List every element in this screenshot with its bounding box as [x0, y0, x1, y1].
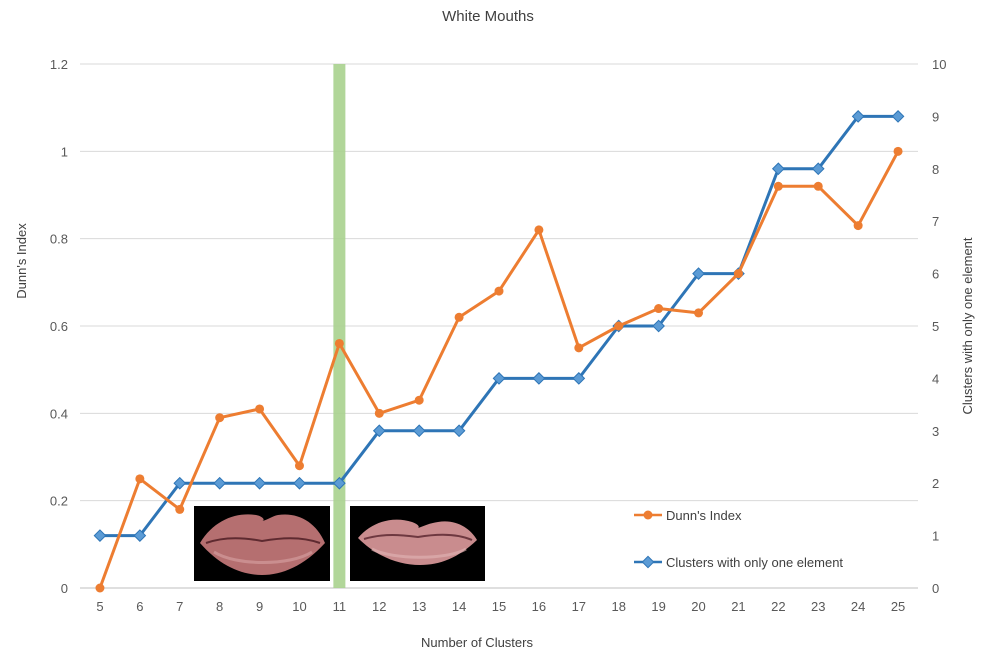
right-axis-ticks: 0 1 2 3 4 5 6 7 8 9 10	[932, 57, 946, 596]
data-point-clusters	[652, 319, 665, 333]
data-point-clusters	[173, 476, 187, 490]
y-right-tick-label: 8	[932, 162, 939, 177]
data-point-clusters	[692, 267, 705, 280]
data-point-clusters	[333, 476, 346, 490]
x-tick-label: 13	[412, 599, 426, 614]
data-point-dunn	[733, 269, 743, 279]
x-tick-label: 9	[256, 599, 263, 614]
data-point-clusters	[372, 424, 386, 438]
data-point-dunn	[773, 181, 783, 191]
highlight-band	[333, 64, 346, 588]
data-point-dunn	[414, 395, 424, 405]
data-point-clusters	[452, 424, 466, 438]
data-point-dunn	[893, 146, 903, 156]
y-right-tick-label: 9	[932, 109, 939, 124]
y-tick-label: 0.4	[50, 406, 68, 421]
highlight-bar	[333, 64, 346, 588]
data-point-dunn	[215, 413, 225, 423]
data-point-dunn	[175, 504, 185, 514]
data-point-dunn	[454, 312, 464, 322]
y-right-tick-label: 1	[932, 529, 939, 544]
data-point-clusters	[771, 162, 785, 176]
data-point-clusters	[293, 476, 306, 490]
y-right-tick-label: 4	[932, 371, 939, 386]
mouth-sample-left	[194, 506, 330, 581]
data-point-clusters	[93, 529, 107, 542]
y-tick-label: 1	[61, 144, 68, 159]
data-point-dunn	[813, 181, 823, 191]
x-tick-label: 23	[811, 599, 825, 614]
data-point-dunn	[694, 308, 704, 318]
data-point-clusters	[811, 162, 825, 176]
y-right-tick-label: 7	[932, 214, 939, 229]
x-tick-label: 11	[333, 599, 347, 614]
x-tick-label: 12	[372, 599, 386, 614]
legend-marker-clusters	[641, 555, 655, 569]
data-point-dunn	[294, 461, 304, 471]
y-right-tick-label: 0	[932, 581, 939, 596]
legend-marker-dunn	[643, 510, 653, 520]
left-axis-ticks: 0 0.2 0.4 0.6 0.8 1 1.2	[50, 57, 68, 596]
x-tick-label: 10	[292, 599, 306, 614]
data-point-dunn	[334, 338, 344, 348]
data-point-clusters	[253, 476, 266, 490]
series-layer	[93, 110, 905, 593]
y-right-tick-label: 5	[932, 319, 939, 334]
data-point-dunn	[534, 225, 544, 235]
y-tick-label: 0.2	[50, 494, 68, 509]
data-point-clusters	[572, 372, 586, 385]
legend: Dunn's Index Clusters with only one elem…	[634, 508, 843, 570]
data-point-clusters	[133, 529, 147, 542]
legend-label-clusters: Clusters with only one element	[666, 555, 843, 570]
x-tick-label: 16	[532, 599, 546, 614]
y-right-tick-label: 3	[932, 424, 939, 439]
x-tick-label: 14	[452, 599, 466, 614]
x-tick-label: 8	[216, 599, 223, 614]
x-tick-label: 6	[136, 599, 143, 614]
x-tick-label: 15	[492, 599, 506, 614]
x-tick-label: 17	[572, 599, 586, 614]
y-axis-label: Dunn's Index	[14, 223, 29, 299]
x-tick-label: 21	[731, 599, 745, 614]
y-right-tick-label: 6	[932, 267, 939, 282]
x-tick-label: 19	[651, 599, 665, 614]
x-axis-ticks: 5 6 7 8 9 10 11 12 13 14 15 16 17 18 19 20 21 22 23 24 25	[96, 599, 905, 614]
data-point-clusters	[412, 424, 426, 438]
data-point-dunn	[614, 321, 624, 331]
mouth-sample-right	[350, 506, 485, 581]
y-tick-label: 0.8	[50, 232, 68, 247]
data-point-dunn	[95, 583, 105, 593]
data-point-dunn	[494, 286, 504, 296]
x-tick-label: 5	[96, 599, 103, 614]
data-point-dunn	[853, 221, 863, 231]
x-tick-label: 25	[891, 599, 905, 614]
x-tick-label: 20	[691, 599, 705, 614]
data-point-clusters	[213, 476, 227, 490]
legend-label-dunn: Dunn's Index	[666, 508, 742, 523]
data-point-clusters	[891, 110, 905, 123]
y-tick-label: 0	[61, 581, 68, 596]
data-point-clusters	[851, 110, 865, 123]
data-point-clusters	[492, 372, 506, 385]
y-right-tick-label: 10	[932, 57, 946, 72]
x-axis-label: Number of Clusters	[421, 635, 533, 650]
data-point-dunn	[654, 304, 664, 314]
y-tick-label: 0.6	[50, 319, 68, 334]
data-point-clusters	[532, 372, 546, 385]
y-right-tick-label: 2	[932, 476, 939, 491]
data-point-dunn	[574, 343, 584, 353]
data-point-dunn	[374, 408, 384, 418]
x-tick-label: 18	[611, 599, 625, 614]
chart-title: White Mouths	[442, 8, 534, 25]
y-tick-label: 1.2	[50, 57, 68, 72]
x-tick-label: 7	[176, 599, 183, 614]
x-tick-label: 22	[771, 599, 785, 614]
data-point-dunn	[135, 474, 145, 484]
y-axis-right-label: Clusters with only one element	[960, 237, 975, 414]
data-point-dunn	[255, 404, 265, 414]
x-tick-label: 24	[851, 599, 865, 614]
